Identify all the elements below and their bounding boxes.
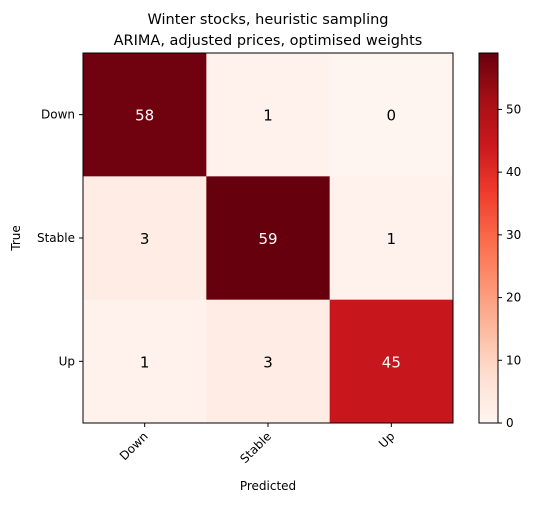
cell-value-label: 0 <box>387 107 397 125</box>
heatmap-cells: 58 1 0 3 59 1 1 3 45 <box>83 53 454 424</box>
cell-value-label: 45 <box>382 353 401 371</box>
heatmap-cell <box>83 299 207 424</box>
x-tick-label: Down <box>117 429 151 463</box>
colorbar-tick-label: 30 <box>506 228 521 242</box>
cell-value-label: 58 <box>135 107 154 125</box>
x-axis-label: Predicted <box>240 479 296 493</box>
colorbar-tick-label: 20 <box>506 291 521 305</box>
chart-title-line-1: Winter stocks, heuristic sampling <box>147 12 388 28</box>
colorbar-tick-label: 10 <box>506 353 521 367</box>
y-tick-label: Down <box>41 108 75 122</box>
heatmap-cell <box>329 53 454 177</box>
cell-value-label: 3 <box>263 353 273 371</box>
x-tick-label: Up <box>376 429 398 451</box>
y-axis-label: True <box>9 225 23 252</box>
heatmap-cell <box>329 176 454 301</box>
heatmap-cell <box>206 176 331 301</box>
y-tick-label: Up <box>59 354 75 368</box>
heatmap-cell <box>206 299 331 424</box>
cell-value-label: 1 <box>263 107 273 125</box>
colorbar-tick-label: 40 <box>506 165 521 179</box>
cell-value-label: 3 <box>140 230 150 248</box>
heatmap-cell <box>329 299 454 424</box>
cell-value-label: 1 <box>140 353 150 371</box>
colorbar-tick-label: 0 <box>506 416 514 430</box>
x-tick-label: Stable <box>237 429 274 466</box>
heatmap-cell <box>83 53 207 177</box>
colorbar-ticks: 0 10 20 30 40 50 <box>498 102 521 430</box>
heatmap-cell <box>206 53 331 177</box>
cell-value-label: 1 <box>387 230 397 248</box>
colorbar <box>478 52 499 424</box>
colorbar-tick-label: 50 <box>506 102 521 116</box>
y-tick-label: Stable <box>37 231 75 245</box>
heatmap-cell <box>83 176 207 301</box>
cell-value-label: 59 <box>258 230 277 248</box>
chart-title-line-2: ARIMA, adjusted prices, optimised weight… <box>114 33 423 49</box>
